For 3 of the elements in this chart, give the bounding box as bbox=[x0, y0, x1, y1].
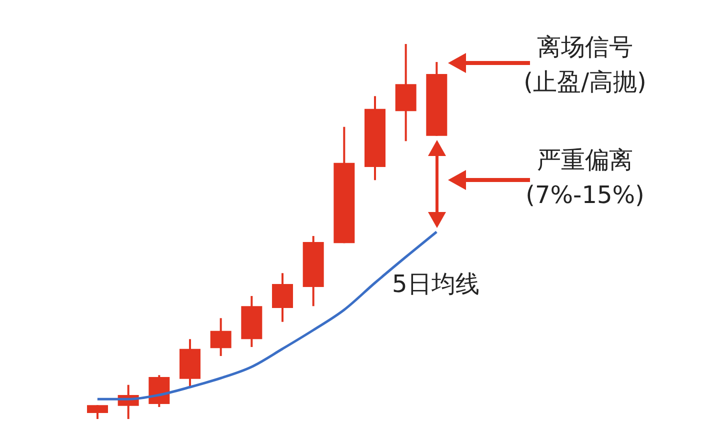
series-label: 5日均线 bbox=[392, 269, 480, 300]
text: 离场信号 (止盈/高抛) bbox=[522, 32, 648, 98]
text: 严重偏离 (7%-15%) bbox=[524, 145, 646, 211]
